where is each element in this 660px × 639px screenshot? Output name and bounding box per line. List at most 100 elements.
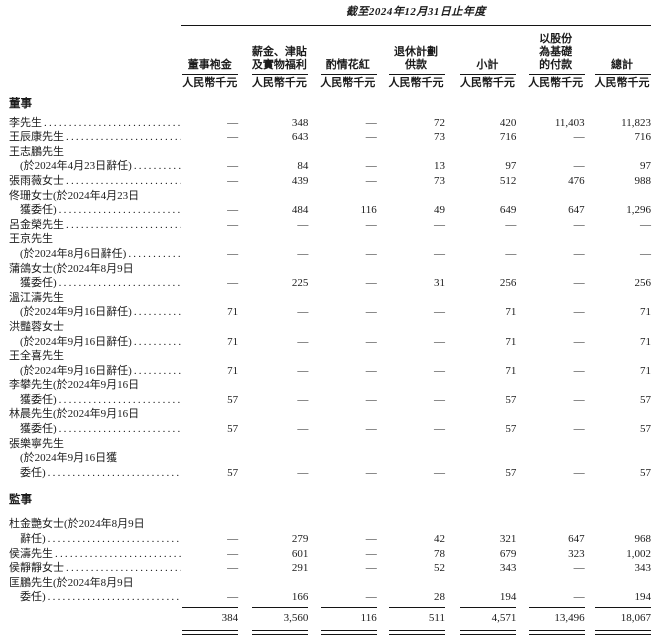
table-row: 張樂寧先生 (9, 437, 651, 452)
header-rule (182, 73, 239, 75)
period-header-cell: 截至2024年12月31日止年度 (180, 5, 651, 26)
dot-leader: ........................................… (47, 533, 181, 546)
single-underline (528, 607, 585, 608)
dot-leader: ........................................… (47, 591, 181, 604)
value-cell: — (227, 116, 239, 129)
column-header-label: 總計 (611, 58, 633, 71)
value-cell: — (505, 218, 517, 231)
column-header-row: 董事袍金 人民幣千元 薪金、津貼 及實物福利 人民幣千元 酌情花紅 人民幣千元 退休計劃 供款人… (9, 25, 651, 90)
person-name: (於2024年9月16日辭任) (20, 335, 132, 348)
value-cell: 28 (434, 591, 446, 604)
dot-leader: ........................................… (133, 160, 181, 173)
value-cell: 73 (434, 131, 446, 144)
person-name: 王京先生 (9, 233, 53, 246)
value-cell: 57 (505, 393, 517, 406)
value-cell: — (227, 277, 239, 290)
person-name: 洪豔蓉女士 (9, 320, 64, 333)
person-name: 杜金艷女士(於2024年8月9日 (9, 518, 145, 531)
value-cell: 52 (434, 562, 446, 575)
value-cell: — (297, 335, 309, 348)
value-cell: 343 (499, 562, 517, 575)
value-cell: — (640, 218, 651, 231)
value-cell: 988 (634, 174, 652, 187)
value-cell: 57 (227, 466, 239, 479)
column-header-labels: 退休計劃 供款 (387, 46, 445, 72)
value-cell: — (365, 116, 377, 129)
value-cell: 420 (499, 116, 517, 129)
value-cell: 649 (499, 204, 517, 217)
value-cell: 71 (505, 335, 517, 348)
table-row: 杜金艷女士(於2024年8月9日 (9, 517, 651, 532)
value-cell: 71 (227, 306, 239, 319)
column-header-retirement-scheme-contributions: 退休計劃 供款 人民幣千元 (377, 25, 446, 90)
value-cell: — (297, 364, 309, 377)
value-cell: — (227, 562, 239, 575)
person-name: 林晨先生(於2024年9月16日 (9, 408, 140, 421)
value-cell: 256 (634, 277, 652, 290)
value-cell: — (297, 247, 309, 260)
person-name: 委任) (20, 591, 46, 604)
person-name: 匡鵬先生(於2024年8月9日 (9, 576, 134, 589)
value-cell: — (434, 423, 446, 436)
unit-label: 人民幣千元 (182, 76, 238, 89)
value-cell: — (365, 174, 377, 187)
value-cell: — (573, 423, 585, 436)
table-row: 洪豔蓉女士 (9, 320, 651, 335)
value-cell: — (227, 160, 239, 173)
single-underline (595, 607, 651, 608)
person-name: 獲委任) (20, 277, 57, 290)
period-header-row: 截至2024年12月31日止年度 (9, 5, 651, 26)
grand-total-value: 13,496 (554, 612, 585, 624)
value-cell: — (573, 335, 585, 348)
section-title: 監事 (9, 494, 32, 507)
unit-label: 人民幣千元 (459, 76, 515, 89)
person-name: 獲委任) (20, 204, 57, 217)
value-cell: 72 (434, 116, 446, 129)
table-row: (於2024年4月23日辭任).........................… (9, 159, 651, 174)
value-cell: 71 (640, 364, 651, 377)
value-cell: 11,823 (621, 116, 651, 129)
double-underline-row (9, 626, 651, 636)
value-cell: 679 (499, 547, 517, 560)
value-cell: 1,002 (626, 547, 651, 560)
table-row: 溫江濤先生 (9, 291, 651, 306)
column-header-label: 供款 (405, 58, 428, 71)
table-row: 委任).....................................… (9, 466, 651, 481)
table-row: (於2024年9月16日辭任).........................… (9, 364, 651, 379)
table-header: 截至2024年12月31日止年度 董事袍金 人民幣千元 薪金、津貼 及實物福利 人民幣千… (9, 5, 651, 90)
column-header-label: 董事袍金 (187, 58, 232, 71)
value-cell: — (297, 466, 309, 479)
value-cell: 57 (640, 466, 651, 479)
value-cell: 57 (505, 466, 517, 479)
value-cell: — (365, 393, 377, 406)
single-underline (182, 607, 239, 608)
value-cell: — (365, 306, 377, 319)
column-header-label: 及實物福利 (251, 58, 307, 71)
value-cell: — (365, 277, 377, 290)
column-header-labels: 酌情花紅 (319, 59, 377, 72)
double-underline (182, 630, 239, 635)
person-name: 溫江濤先生 (9, 291, 64, 304)
value-cell: 484 (291, 204, 309, 217)
value-cell: 968 (634, 533, 652, 546)
value-cell: 42 (434, 533, 446, 546)
value-cell: — (297, 306, 309, 319)
value-cell: — (227, 174, 239, 187)
header-rule (320, 73, 377, 75)
value-cell: — (227, 591, 239, 604)
value-cell: 71 (505, 364, 517, 377)
person-name: 侯濤先生 (9, 547, 53, 560)
table-row: 王全喜先生 (9, 349, 651, 364)
table-row: 王京先生 (9, 232, 651, 247)
grand-total-row: 384 3,560 116 511 4,571 13,496 18,067 (9, 609, 651, 626)
value-cell: 512 (499, 174, 517, 187)
value-cell: 49 (434, 204, 446, 217)
person-name: 辭任) (20, 533, 46, 546)
person-name: (於2024年9月16日辭任) (20, 306, 132, 319)
unit-label: 人民幣千元 (251, 76, 307, 89)
header-rule (595, 73, 651, 75)
table-row: 獲委任)....................................… (9, 276, 651, 291)
table-row: (於2024年8月6日辭任)..........................… (9, 247, 651, 262)
value-cell: — (505, 247, 517, 260)
person-name: 李攀先生(於2024年9月16日 (9, 379, 140, 392)
